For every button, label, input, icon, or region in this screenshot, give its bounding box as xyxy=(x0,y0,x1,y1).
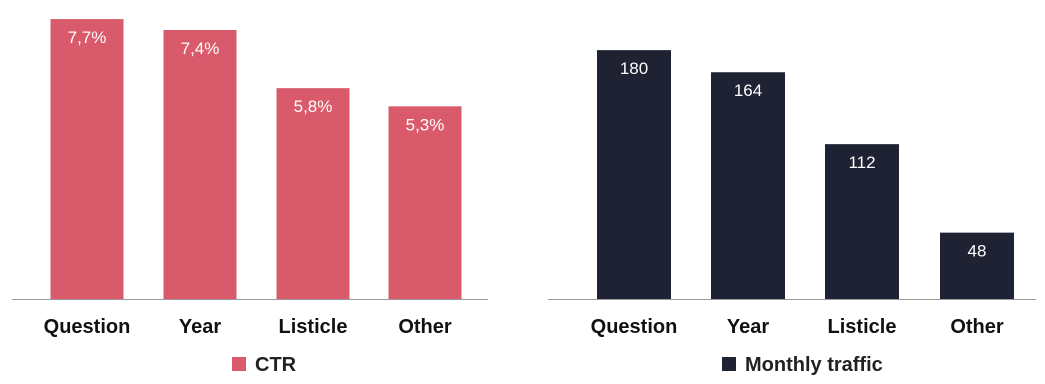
data-label: 112 xyxy=(848,153,875,172)
bar-other xyxy=(388,106,462,299)
legend-label: Monthly traffic xyxy=(745,354,883,376)
bar-year xyxy=(711,72,785,299)
bar-listicle xyxy=(276,88,350,300)
bar-listicle xyxy=(825,144,899,299)
bar-other xyxy=(940,232,1014,299)
data-label: 7,4% xyxy=(181,39,220,58)
x-tick-label: Listicle xyxy=(828,316,897,338)
x-tick-label: Year xyxy=(179,316,221,338)
data-label: 7,7% xyxy=(68,28,107,47)
x-tick-label: Other xyxy=(398,316,452,338)
legend-label: CTR xyxy=(255,354,297,376)
data-label: 5,3% xyxy=(406,115,445,134)
x-tick-label: Year xyxy=(727,316,769,338)
data-label: 48 xyxy=(968,242,987,261)
data-label: 164 xyxy=(734,81,762,100)
ctr-chart: 7,7% 7,4% 5,8% 5,3% Question Year Listicle Othe… xyxy=(12,19,488,376)
x-tick-label: Question xyxy=(591,316,678,338)
data-label: 180 xyxy=(620,59,648,78)
bar-year xyxy=(163,29,237,299)
x-tick-label: Listicle xyxy=(279,316,348,338)
data-label: 5,8% xyxy=(294,97,333,116)
x-tick-label: Other xyxy=(950,316,1004,338)
legend-swatch xyxy=(722,357,736,371)
x-tick-label: Question xyxy=(44,316,131,338)
bar-question xyxy=(597,50,671,299)
monthly-traffic-chart: 180 164 112 48 Question Year Listicle Other Mont… xyxy=(548,50,1036,376)
bar-question xyxy=(50,19,124,300)
legend-swatch xyxy=(232,357,246,371)
